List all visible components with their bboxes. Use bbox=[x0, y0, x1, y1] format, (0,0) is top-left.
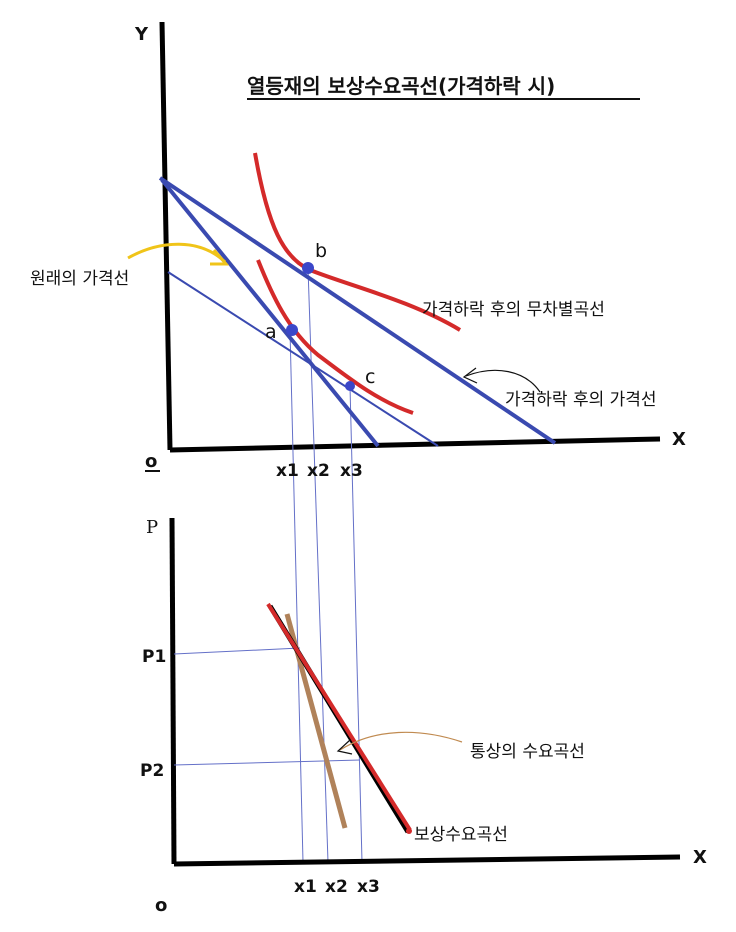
diagram-title: 열등재의 보상수요곡선(가격하락 시) bbox=[247, 74, 555, 98]
compensated-demand-curve bbox=[266, 602, 412, 832]
yellow-arrow-icon bbox=[127, 242, 227, 264]
top-y-axis-label: Y bbox=[134, 24, 149, 45]
ordinary-demand-arrow-icon bbox=[339, 731, 463, 751]
top-x-tick-2: x2 bbox=[307, 461, 330, 481]
bottom-origin-label: o bbox=[155, 895, 167, 916]
compensated-budget-line bbox=[160, 178, 380, 448]
guide-line-p2 bbox=[173, 759, 361, 766]
original-indifference-curve bbox=[256, 259, 414, 415]
guide-line-p1 bbox=[173, 647, 301, 655]
top-x-tick-3: x3 bbox=[340, 461, 363, 481]
point-b-label: b bbox=[315, 240, 327, 262]
top-y-axis bbox=[159, 21, 173, 451]
bottom-p-axis bbox=[169, 517, 177, 865]
point-c-label: c bbox=[365, 366, 375, 388]
compensated-demand-end-dot bbox=[406, 828, 412, 834]
point-b-marker bbox=[302, 262, 314, 274]
guide-line-x3 bbox=[349, 385, 363, 863]
bottom-x-axis bbox=[173, 854, 681, 867]
guide-line-x1 bbox=[289, 329, 304, 863]
new-budget-line-label: 가격하락 후의 가격선 bbox=[505, 390, 657, 410]
compensated-demand-label: 보상수요곡선 bbox=[414, 825, 508, 845]
top-origin-label: o bbox=[145, 451, 157, 472]
bottom-p-axis-label: P bbox=[146, 517, 158, 538]
top-x-tick-1: x1 bbox=[276, 461, 299, 481]
original-budget-line-label: 원래의 가격선 bbox=[30, 269, 129, 289]
bottom-x-tick-2: x2 bbox=[325, 877, 348, 897]
new-budget-arrow-icon bbox=[465, 369, 541, 393]
new-indifference-curve-label: 가격하락 후의 무차별곡선 bbox=[422, 300, 605, 320]
bottom-x-axis-label: X bbox=[693, 847, 707, 868]
top-x-axis bbox=[169, 436, 661, 453]
new-budget-line bbox=[158, 176, 557, 445]
ordinary-demand-label: 통상의 수요곡선 bbox=[470, 742, 585, 762]
ordinary-demand-arrowhead-icon bbox=[336, 739, 353, 755]
bottom-x-tick-3: x3 bbox=[357, 877, 380, 897]
yellow-arrowhead-icon bbox=[210, 249, 230, 266]
price-tick-p2: P2 bbox=[140, 761, 164, 781]
bottom-x-tick-1: x1 bbox=[294, 877, 317, 897]
point-a-marker bbox=[286, 324, 298, 336]
original-budget-line bbox=[167, 271, 439, 447]
point-a-label: a bbox=[265, 321, 277, 343]
top-x-axis-label: X bbox=[672, 429, 686, 450]
new-budget-arrowhead-icon bbox=[462, 367, 478, 384]
price-tick-p1: P1 bbox=[142, 647, 166, 667]
point-c-marker bbox=[345, 381, 355, 391]
